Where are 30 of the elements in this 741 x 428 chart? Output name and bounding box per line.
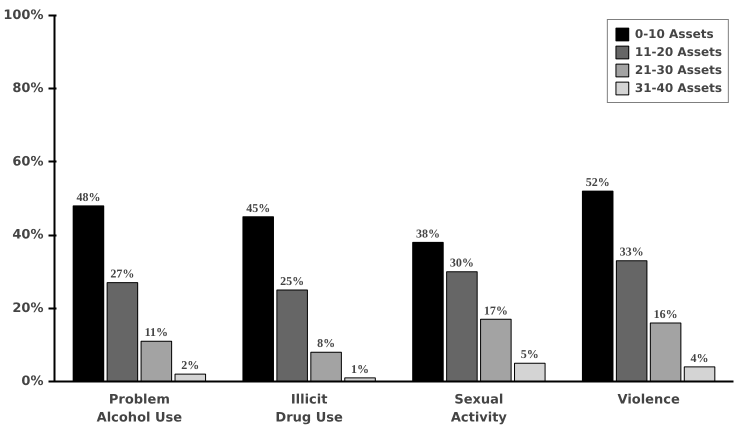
data-label: 38% (416, 226, 440, 240)
x-tick-label: Illicit Drug Use (275, 392, 344, 426)
legend-label: 21-30 Assets (634, 62, 722, 78)
x-tick-label: Sexual Activity (450, 392, 508, 426)
legend-label: 0-10 Assets (634, 26, 714, 42)
data-label: 2% (181, 358, 200, 372)
data-label: 25% (280, 274, 304, 288)
data-label: 33% (620, 244, 644, 259)
legend-label: 31-40 Assets (634, 80, 722, 96)
data-label: 52% (586, 175, 610, 190)
data-label: 5% (520, 347, 539, 362)
y-tick-label: 80% (12, 81, 44, 96)
data-label: 11% (144, 325, 168, 340)
data-label: 48% (76, 190, 100, 204)
y-tick-label: 100% (3, 8, 44, 23)
data-label: 8% (317, 336, 336, 350)
data-label: 45% (246, 200, 270, 215)
data-label: 30% (450, 256, 474, 270)
y-tick-label: 20% (12, 300, 44, 316)
y-tick-label: 60% (12, 154, 44, 170)
legend-label: 11-20 Assets (634, 44, 722, 60)
x-tick-label: Problem Alcohol Use (96, 392, 182, 426)
data-label: 4% (690, 350, 709, 365)
data-label: 16% (654, 306, 678, 321)
x-tick-label: Violence (617, 392, 680, 408)
y-tick-label: 40% (12, 228, 44, 243)
data-label: 27% (110, 266, 134, 281)
y-tick-label: 0% (21, 374, 44, 389)
data-label: 1% (351, 362, 370, 376)
data-label: 17% (484, 303, 508, 318)
